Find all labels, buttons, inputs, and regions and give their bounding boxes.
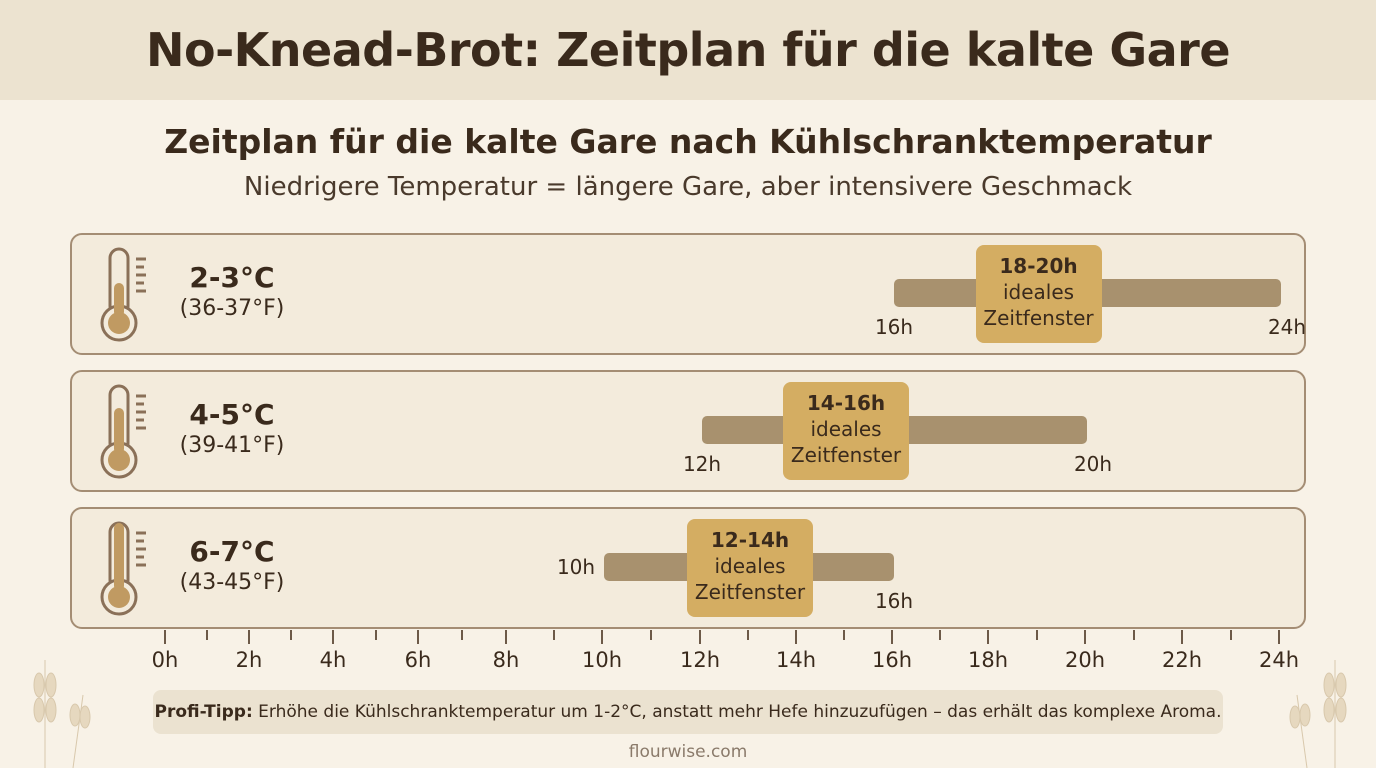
temp-celsius: 2-3°C [189, 261, 275, 294]
thermometer-icon [100, 521, 146, 616]
thermometer-icon [100, 384, 146, 479]
temp-celsius: 6-7°C [189, 535, 275, 568]
axis-tick [1132, 630, 1135, 640]
temperature-row: 6-7°C (43-45°F) 10h 16h 12-14h ideales Zeitfen… [70, 507, 1306, 629]
ideal-text: Zeitfenster [983, 306, 1094, 330]
ideal-text: ideales [810, 417, 882, 441]
axis-tick-label: 20h [1064, 648, 1106, 672]
axis-tick [1084, 630, 1086, 644]
ideal-range: 18-20h [999, 254, 1078, 278]
axis-tick [699, 630, 701, 644]
axis-tick [374, 630, 377, 640]
range-end-label: 24h [1267, 315, 1307, 339]
ideal-text: Zeitfenster [694, 580, 806, 604]
footer-url: flourwise.com [628, 742, 748, 762]
axis-tick-label: 22h [1161, 648, 1203, 672]
temperature-row: 2-3°C (36-37°F) 16h 24h 18-20h ideales Zeitfen… [70, 233, 1306, 355]
axis-tick-label: 2h [235, 648, 263, 672]
axis-tick [891, 630, 893, 644]
range-end-label: 20h [1073, 452, 1113, 476]
ideal-window-badge: 18-20h ideales Zeitfenster [975, 245, 1102, 343]
wheat-icon [1289, 660, 1347, 768]
ideal-window-badge: 14-16h ideales Zeitfenster [783, 382, 909, 480]
axis-tick-label: 8h [492, 648, 520, 672]
axis-tick-label: 6h [404, 648, 432, 672]
range-end-label: 16h [874, 589, 914, 613]
chart-title: Zeitplan für die kalte Gare nach Kühlsch… [164, 122, 1212, 161]
axis-tick [206, 630, 208, 640]
axis-tick [795, 630, 797, 644]
pro-tip-box: Profi-Tipp: Erhöhe die Kühlschranktemper… [153, 690, 1223, 734]
axis-tick [987, 630, 989, 644]
tip-text: Erhöhe die Kühlschranktemperatur um 1-2°… [252, 702, 1222, 722]
axis-tick [1278, 630, 1280, 644]
tip-label: Profi-Tipp: [154, 702, 253, 722]
ideal-text: ideales [1002, 280, 1075, 304]
axis-tick [650, 630, 652, 640]
temp-fahrenheit: (43-45°F) [179, 570, 285, 595]
axis-tick [164, 630, 166, 644]
axis-tick-label: 0h [151, 648, 179, 672]
range-start-label: 16h [874, 315, 914, 339]
axis-tick [1181, 630, 1183, 644]
thermometer-icon [100, 247, 146, 342]
axis-tick [461, 630, 463, 640]
axis-tick [1229, 630, 1232, 640]
axis-tick [248, 630, 250, 644]
axis-tick [290, 630, 292, 640]
axis-tick [417, 630, 419, 644]
temp-fahrenheit: (36-37°F) [179, 296, 285, 321]
axis-tick-label: 18h [967, 648, 1009, 672]
ideal-range: 12-14h [710, 528, 790, 552]
axis-tick [505, 630, 507, 644]
header-band: No-Knead-Brot: Zeitplan für die kalte Ga… [0, 0, 1376, 100]
range-start-label: 12h [682, 452, 722, 476]
axis-tick [747, 630, 749, 640]
temperature-row: 4-5°C (39-41°F) 12h 20h 14-16h ideales Zeitfen… [70, 370, 1306, 492]
temp-fahrenheit: (39-41°F) [179, 433, 285, 458]
axis-tick [332, 630, 334, 644]
temp-celsius: 4-5°C [189, 398, 275, 431]
axis-tick-label: 10h [581, 648, 623, 672]
axis-tick-label: 12h [679, 648, 721, 672]
axis-tick [601, 630, 603, 644]
axis-tick-label: 4h [319, 648, 347, 672]
ideal-text: ideales [714, 554, 786, 578]
axis-tick-label: 14h [775, 648, 817, 672]
axis-tick [553, 630, 555, 640]
axis-tick [843, 630, 845, 640]
range-start-label: 10h [556, 555, 596, 579]
ideal-range: 14-16h [806, 391, 886, 415]
axis-tick-label: 16h [871, 648, 913, 672]
ideal-window-badge: 12-14h ideales Zeitfenster [687, 519, 813, 617]
axis-tick [939, 630, 941, 640]
axis-tick-label: 24h [1258, 648, 1300, 672]
axis-tick [1035, 630, 1038, 640]
chart-subtitle: Niedrigere Temperatur = längere Gare, ab… [243, 172, 1133, 202]
page-title: No-Knead-Brot: Zeitplan für die kalte Ga… [145, 23, 1231, 77]
ideal-text: Zeitfenster [790, 443, 902, 467]
wheat-icon [33, 660, 91, 768]
